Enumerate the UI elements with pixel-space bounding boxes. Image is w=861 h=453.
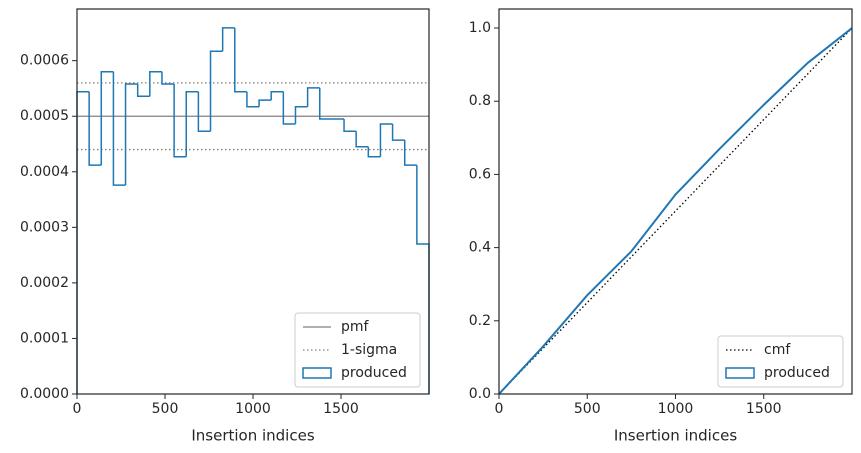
y-tick-label: 1.0 — [469, 20, 491, 36]
legend-label: pmf — [341, 319, 370, 335]
histogram-step — [76, 91, 90, 394]
axes-frame — [76, 8, 430, 395]
histogram-step — [246, 91, 260, 108]
y-tick-label: 0.4 — [469, 240, 491, 256]
histogram-step — [221, 27, 235, 52]
y-tick-label: 0.0005 — [20, 108, 69, 124]
histogram-step — [391, 124, 405, 141]
legend: cmf produced — [717, 335, 844, 388]
histogram-step — [185, 91, 199, 157]
legend-label: cmf — [764, 342, 791, 358]
histogram-step — [136, 84, 150, 97]
histogram-step — [270, 91, 284, 101]
y-tick-label: 0.2 — [469, 313, 491, 329]
y-tick-label: 0.0004 — [20, 164, 69, 180]
y-tick-label: 0.0006 — [20, 53, 69, 69]
histogram-step — [100, 71, 114, 166]
y-tick-label: 0.0 — [469, 386, 491, 402]
y-tick-label: 0.0000 — [20, 386, 69, 402]
y-tick-label: 0.0001 — [20, 330, 69, 346]
y-tick-label: 0.0003 — [20, 219, 69, 235]
x-tick-label: 1000 — [658, 401, 694, 417]
x-tick-label: 500 — [152, 401, 179, 417]
histogram-step — [88, 91, 102, 166]
axes-frame — [498, 8, 853, 395]
histogram-step — [161, 71, 175, 85]
x-tick-label: 1500 — [746, 401, 782, 417]
x-tick-label: 1000 — [235, 401, 271, 417]
histogram-step — [149, 71, 162, 97]
histogram-step — [112, 71, 126, 186]
y-tick-label: 0.6 — [469, 166, 491, 182]
legend-box — [717, 335, 844, 388]
legend-swatch — [302, 367, 332, 379]
histogram-step — [258, 99, 272, 107]
histogram-step — [173, 84, 187, 158]
histogram-step — [234, 27, 247, 93]
histogram-step — [379, 123, 393, 157]
histogram-step — [319, 87, 332, 120]
x-axis-label: Insertion indices — [614, 427, 737, 445]
y-tick-label: 0.8 — [469, 93, 491, 109]
histogram-step — [355, 131, 369, 148]
line — [498, 27, 853, 395]
x-tick-label: 0 — [73, 401, 82, 417]
legend-swatch — [725, 367, 755, 379]
legend: pmf 1-sigma produced — [294, 312, 421, 388]
histogram-step — [294, 106, 308, 124]
histogram-step — [124, 83, 138, 186]
histogram-step — [367, 146, 381, 158]
histogram-step — [403, 140, 417, 166]
line — [498, 27, 853, 395]
y-tick-label: 0.0002 — [20, 275, 69, 291]
x-tick-label: 0 — [495, 401, 504, 417]
x-tick-label: 500 — [574, 401, 601, 417]
x-tick-label: 1500 — [323, 401, 359, 417]
histogram-step — [306, 87, 320, 107]
histogram-step — [197, 91, 211, 132]
histogram-step — [282, 91, 296, 125]
legend-label: produced — [341, 365, 407, 381]
x-axis-label: Insertion indices — [191, 427, 314, 445]
histogram-step — [343, 119, 357, 132]
histogram-step — [209, 50, 223, 132]
legend-label: 1-sigma — [341, 342, 397, 358]
legend-label: produced — [764, 365, 830, 381]
